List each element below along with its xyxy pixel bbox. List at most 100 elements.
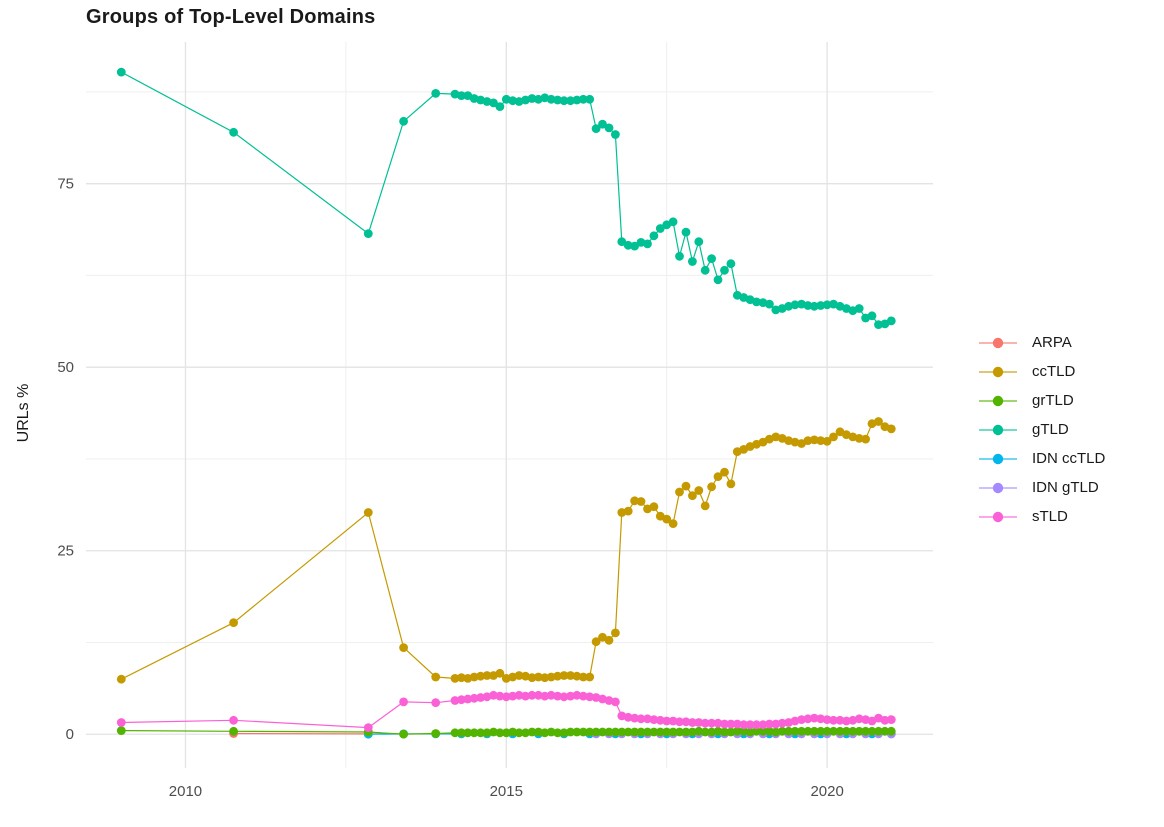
data-point: [553, 691, 562, 701]
data-point: [867, 311, 877, 321]
legend-key-icon: [979, 482, 1017, 493]
data-point: [591, 727, 601, 737]
data-point: [643, 714, 652, 724]
data-point: [777, 726, 787, 736]
data-point: [534, 672, 543, 682]
data-point: [675, 251, 684, 261]
data-point: [752, 720, 761, 730]
data-point: [809, 301, 819, 311]
data-point: [886, 726, 896, 736]
data-point: [700, 718, 710, 728]
data-point: [546, 94, 556, 104]
x-tick-label: 2015: [490, 783, 523, 800]
data-point: [668, 727, 678, 737]
data-point: [765, 299, 774, 309]
data-point: [578, 691, 588, 701]
data-point: [534, 690, 543, 700]
data-point: [668, 217, 678, 227]
legend-label: ARPA: [1032, 334, 1072, 351]
data-point: [540, 673, 550, 683]
data-point: [707, 254, 716, 263]
data-point: [229, 127, 239, 137]
chart-title: Groups of Top-Level Domains: [86, 6, 376, 28]
data-point: [803, 301, 813, 310]
data-point: [707, 718, 716, 728]
data-point: [508, 691, 518, 701]
data-point: [771, 719, 781, 729]
data-point: [688, 727, 697, 737]
data-point: [809, 726, 819, 736]
data-point: [566, 691, 575, 701]
data-point: [501, 728, 511, 738]
data-point: [681, 717, 691, 727]
data-point: [636, 714, 646, 724]
data-point: [585, 94, 595, 104]
data-point: [585, 692, 595, 702]
data-point: [886, 424, 896, 434]
data-point: [598, 727, 607, 737]
data-point: [604, 727, 614, 737]
data-point: [643, 239, 652, 249]
legend-key-icon: [979, 453, 1017, 464]
y-tick-label: 0: [66, 726, 74, 743]
data-point: [713, 472, 723, 481]
data-point: [363, 508, 373, 517]
grid-minor: [86, 42, 933, 768]
data-point: [713, 275, 723, 285]
data-point: [399, 729, 408, 739]
data-point: [559, 96, 569, 106]
data-point: [229, 618, 239, 628]
data-point: [842, 726, 851, 736]
data-point: [566, 96, 575, 106]
data-point: [886, 316, 896, 326]
data-point: [765, 719, 774, 729]
data-point: [630, 713, 639, 723]
x-tick-label: 2020: [810, 783, 843, 800]
data-point: [521, 691, 530, 701]
data-point: [803, 714, 813, 724]
data-point: [720, 467, 729, 477]
data-point: [707, 482, 716, 492]
series-grTLD: [116, 726, 896, 739]
data-point: [116, 67, 126, 77]
data-point: [495, 668, 505, 678]
data-point: [604, 123, 614, 133]
data-point: [874, 726, 883, 736]
data-point: [623, 506, 633, 516]
data-point: [655, 715, 665, 725]
data-point: [854, 434, 864, 443]
data-point: [809, 435, 819, 445]
data-point: [553, 671, 562, 681]
data-point: [630, 241, 639, 251]
data-point: [655, 224, 665, 233]
data-point: [546, 690, 556, 700]
data-point: [720, 727, 729, 737]
data-point: [636, 497, 646, 506]
data-point: [848, 726, 858, 736]
data-point: [771, 727, 781, 737]
data-point: [431, 729, 441, 738]
data-point: [797, 715, 806, 724]
data-point: [363, 229, 373, 239]
data-point: [675, 717, 684, 727]
legend-item-ccTLD: ccTLD: [978, 357, 1105, 386]
data-point: [476, 693, 485, 702]
data-point: [713, 718, 723, 728]
data-point: [668, 519, 678, 528]
data-point: [431, 698, 441, 708]
data-point: [363, 723, 373, 732]
data-point: [617, 727, 627, 737]
data-point: [585, 672, 595, 682]
x-tick-label: 2010: [169, 783, 202, 800]
data-point: [636, 727, 646, 737]
data-point: [116, 718, 126, 727]
data-point: [229, 715, 239, 725]
data-point: [874, 417, 883, 426]
data-point: [726, 259, 736, 269]
data-point: [688, 718, 697, 727]
data-point: [675, 727, 684, 737]
data-point: [752, 297, 761, 307]
data-point: [854, 726, 864, 736]
